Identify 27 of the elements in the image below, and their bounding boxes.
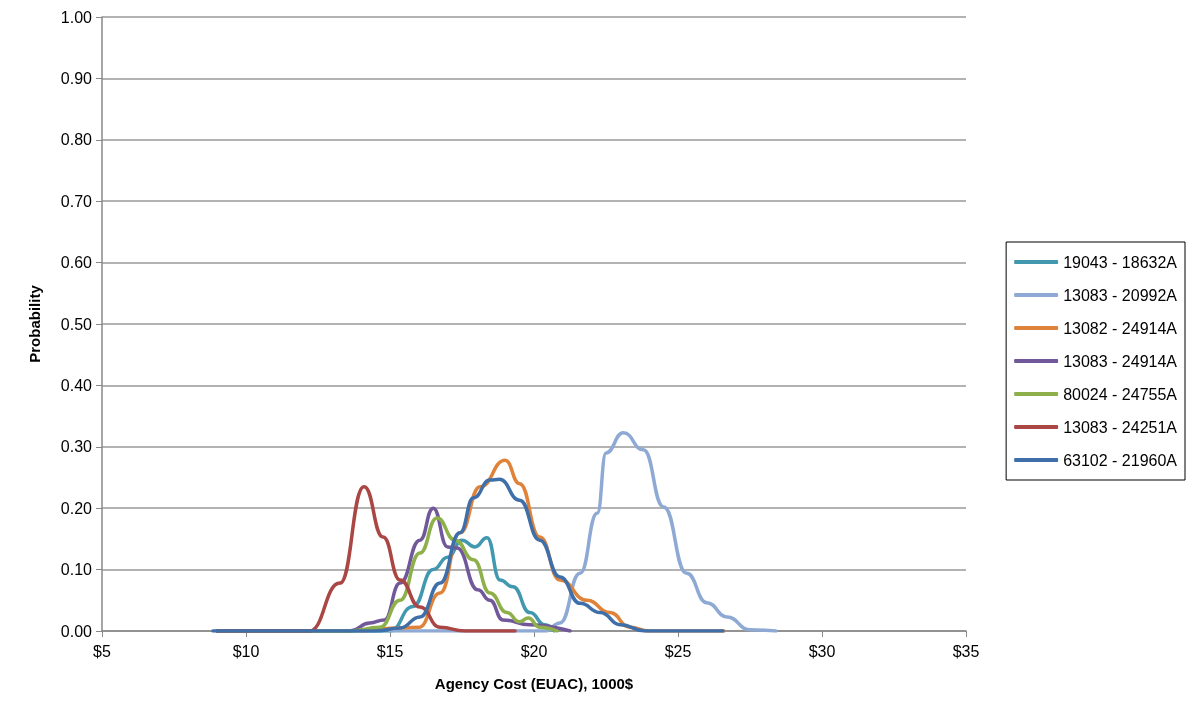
x-axis-title: Agency Cost (EUAC), 1000$: [434, 675, 634, 692]
y-tick-label: 0.60: [60, 254, 93, 272]
y-axis-title: Probability: [26, 284, 43, 363]
y-tick-label: 0.40: [60, 376, 93, 394]
x-tick-label: $10: [232, 642, 260, 660]
x-tick-label: $5: [93, 642, 111, 660]
legend-label: 63102 - 21960A: [1063, 451, 1178, 469]
x-tick-label: $25: [664, 642, 692, 660]
y-tick-label: 0.10: [60, 561, 93, 579]
legend-label: 13083 - 20992A: [1063, 286, 1178, 304]
legend-label: 80024 - 24755A: [1063, 385, 1178, 403]
x-tick-label: $30: [808, 642, 836, 660]
y-tick-label: 1.00: [60, 8, 93, 26]
y-tick-label: 0.50: [60, 315, 93, 333]
legend-label: 13082 - 24914A: [1063, 319, 1178, 337]
x-tick-label: $20: [520, 642, 548, 660]
legend-label: 13083 - 24251A: [1063, 418, 1178, 436]
x-tick-label: $15: [376, 642, 404, 660]
x-tick-label: $35: [952, 642, 980, 660]
y-tick-label: 0.20: [60, 499, 93, 517]
legend-label: 13083 - 24914A: [1063, 352, 1178, 370]
y-tick-label: 0.70: [60, 192, 93, 210]
legend-label: 19043 - 18632A: [1063, 253, 1178, 271]
y-tick-label: 0.90: [60, 69, 93, 87]
y-tick-label: 0.00: [60, 622, 93, 640]
y-tick-label: 0.80: [60, 131, 93, 149]
y-tick-label: 0.30: [60, 438, 93, 456]
